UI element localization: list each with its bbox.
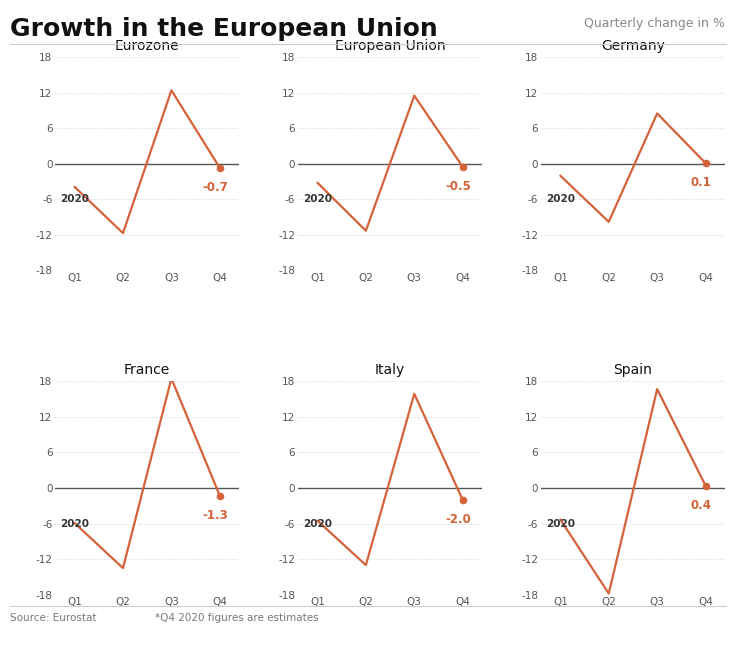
Title: Spain: Spain bbox=[614, 364, 652, 378]
Text: Source: Eurostat: Source: Eurostat bbox=[10, 613, 96, 623]
Title: Eurozone: Eurozone bbox=[115, 39, 180, 53]
Text: 0.4: 0.4 bbox=[690, 499, 711, 511]
Title: European Union: European Union bbox=[335, 39, 445, 53]
Text: -0.5: -0.5 bbox=[445, 180, 471, 193]
Text: AFP: AFP bbox=[660, 630, 703, 648]
Text: 2020: 2020 bbox=[546, 519, 575, 529]
Text: -0.7: -0.7 bbox=[202, 181, 228, 194]
Text: 2020: 2020 bbox=[60, 194, 89, 204]
Text: 0.1: 0.1 bbox=[690, 176, 711, 190]
Text: Quarterly change in %: Quarterly change in % bbox=[584, 17, 725, 30]
Title: Germany: Germany bbox=[601, 39, 665, 53]
Text: 2020: 2020 bbox=[303, 519, 332, 529]
Text: 2020: 2020 bbox=[60, 519, 89, 529]
Title: France: France bbox=[124, 364, 170, 378]
Text: Growth in the European Union: Growth in the European Union bbox=[10, 17, 437, 41]
Text: 2020: 2020 bbox=[303, 194, 332, 204]
Text: -1.3: -1.3 bbox=[202, 509, 228, 521]
Text: -2.0: -2.0 bbox=[445, 513, 471, 526]
Text: 2020: 2020 bbox=[546, 194, 575, 204]
Text: *Q4 2020 figures are estimates: *Q4 2020 figures are estimates bbox=[155, 613, 318, 623]
Title: Italy: Italy bbox=[375, 364, 406, 378]
